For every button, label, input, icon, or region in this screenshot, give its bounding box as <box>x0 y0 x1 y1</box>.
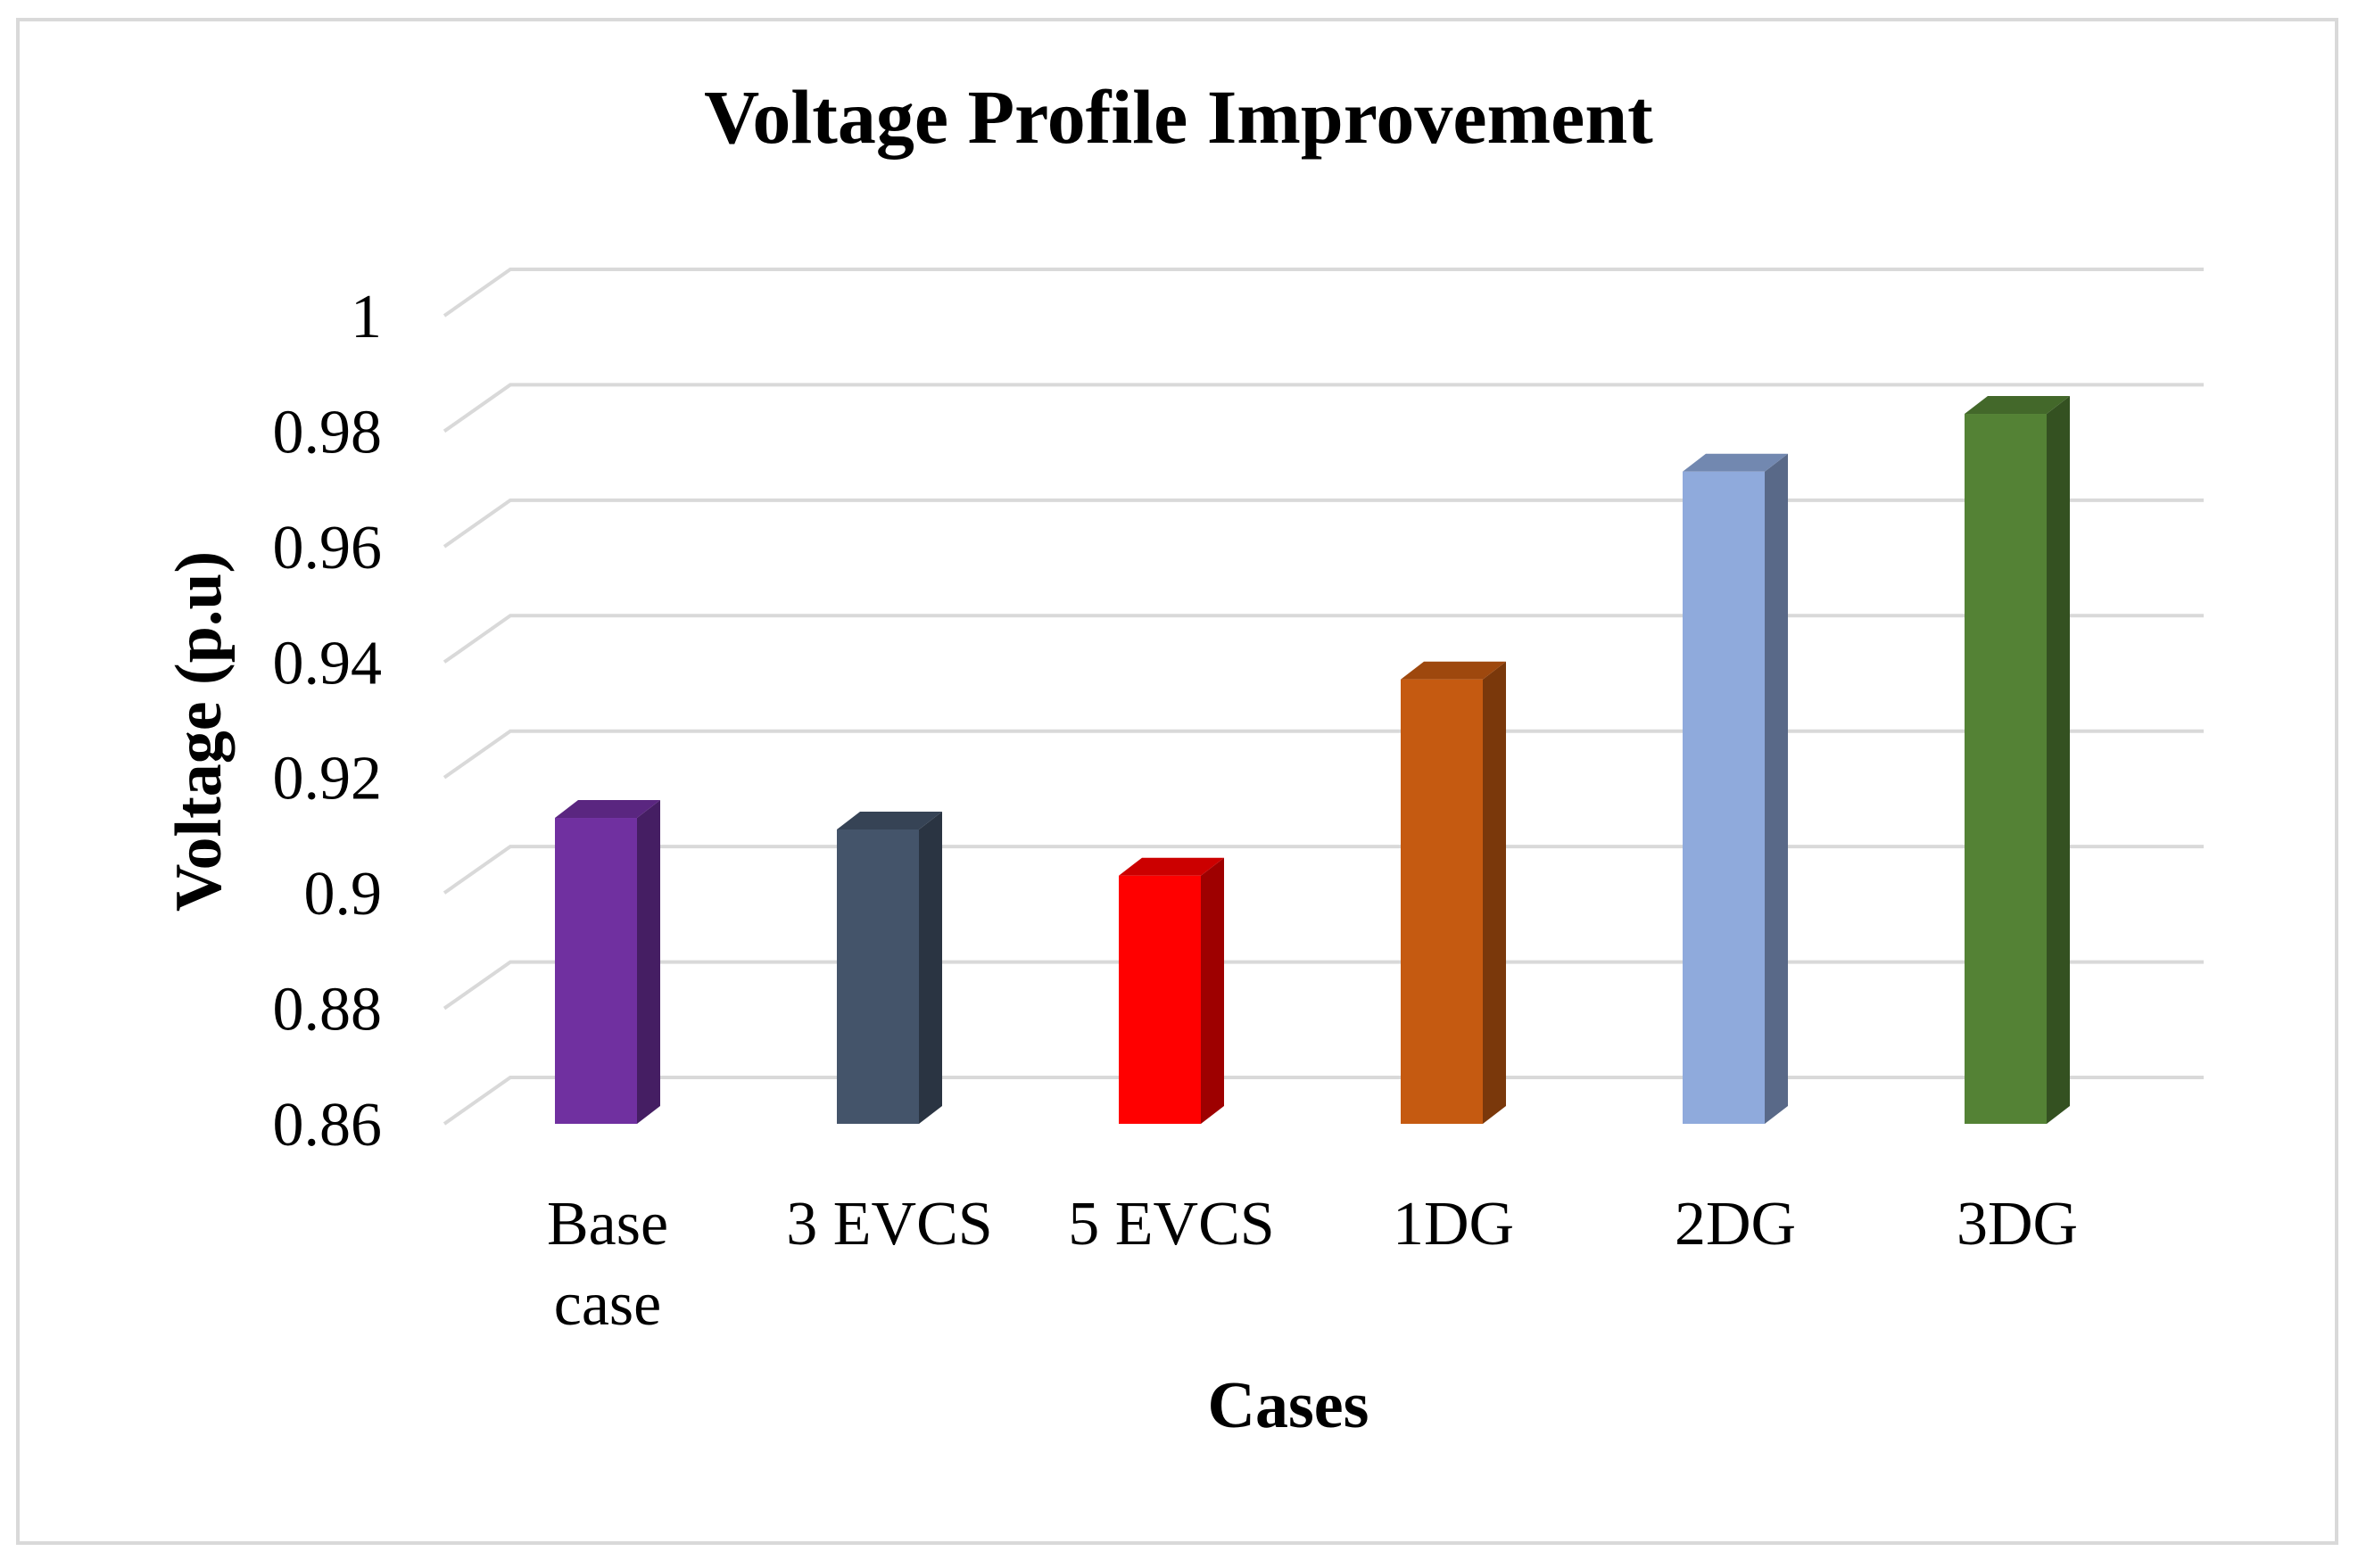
gridline <box>443 1076 2204 1126</box>
gridline <box>443 614 2204 664</box>
x-axis-label: Cases <box>1208 1369 1369 1442</box>
y-tick-label: 0.88 <box>273 976 383 1044</box>
bar-top <box>1683 453 1788 472</box>
bar-side <box>1483 661 1506 1124</box>
chart-title: Voltage Profile Improvement <box>704 74 1653 160</box>
x-tick-label: Base case <box>547 1190 668 1339</box>
x-axis-ticks: Base case 3 EVCS 5 EVCS 1DG 2DG 3DG <box>547 1190 2078 1339</box>
y-tick-label: 0.98 <box>273 398 383 466</box>
bar-3 <box>1119 857 1224 1124</box>
bar-front <box>1401 679 1483 1124</box>
bar-top <box>1401 661 1506 680</box>
bar-4 <box>1401 661 1506 1124</box>
bar-side <box>919 811 942 1124</box>
bars <box>555 396 2070 1124</box>
y-tick-label: 0.86 <box>273 1091 383 1159</box>
y-tick-label: 0.9 <box>304 860 383 928</box>
y-tick-label: 0.92 <box>273 745 383 813</box>
bar-side <box>1201 857 1224 1124</box>
y-axis-ticks: 0.86 0.88 0.9 0.92 0.94 0.96 0.98 1 <box>273 283 383 1159</box>
bar-side <box>1765 453 1788 1124</box>
gridline <box>443 960 2204 1011</box>
gridline <box>443 845 2204 895</box>
bar-front <box>555 818 637 1124</box>
y-tick-label: 1 <box>351 283 382 351</box>
bar-side <box>2047 396 2070 1124</box>
y-tick-label: 0.96 <box>273 514 383 582</box>
x-tick-label: 3DG <box>1957 1190 2078 1259</box>
bar-top <box>837 811 942 829</box>
bar-front <box>837 829 919 1124</box>
bar-6 <box>1965 396 2070 1124</box>
bar-top <box>1119 857 1224 876</box>
gridline <box>443 729 2204 780</box>
bar-top <box>1965 396 2070 415</box>
x-tick-label: 5 EVCS <box>1068 1190 1274 1259</box>
x-tick-label: 1DG <box>1393 1190 1514 1259</box>
bar-1 <box>555 800 660 1124</box>
bar-5 <box>1683 453 1788 1124</box>
y-tick-label: 0.94 <box>273 629 383 697</box>
bar-front <box>1965 414 2047 1124</box>
x-tick-label: 3 EVCS <box>786 1190 992 1259</box>
bar-front <box>1119 875 1201 1124</box>
gridlines <box>443 268 2204 1126</box>
gridline <box>443 498 2204 549</box>
gridline <box>443 383 2204 433</box>
bar-side <box>637 800 660 1124</box>
bar-top <box>555 800 660 819</box>
bar-2 <box>837 811 942 1124</box>
chart-frame <box>16 18 2338 1545</box>
x-tick-label: 2DG <box>1675 1190 1796 1259</box>
gridline <box>443 268 2204 318</box>
y-axis-label: Voltage (p.u) <box>162 551 236 912</box>
bar-front <box>1683 471 1765 1124</box>
